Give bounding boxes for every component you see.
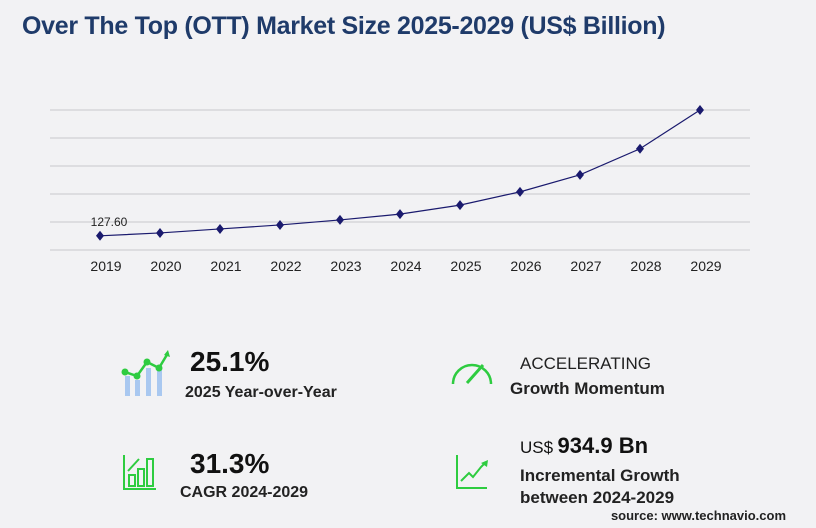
yoy-value: 25.1% <box>190 346 270 377</box>
data-point-2021 <box>216 223 224 234</box>
data-point-2022 <box>276 219 284 230</box>
x-tick-label: 2023 <box>330 258 361 274</box>
x-tick-label: 2025 <box>450 258 481 274</box>
data-point-2029 <box>696 105 704 115</box>
chart-title: Over The Top (OTT) Market Size 2025-2029… <box>22 12 666 40</box>
x-tick-label: 2020 <box>150 258 181 274</box>
data-point-2026 <box>516 186 524 197</box>
x-tick-label: 2029 <box>690 258 721 274</box>
bar-trend-icon <box>121 350 170 396</box>
growth-chart-icon <box>123 455 156 490</box>
incremental-value: US$ 934.9 Bn <box>520 433 648 459</box>
cagr-value: 31.3% <box>190 448 270 479</box>
momentum-label: Growth Momentum <box>510 379 665 398</box>
x-tick-label: 2027 <box>570 258 601 274</box>
source-note: source: www.technavio.com <box>610 508 786 523</box>
data-point-2028 <box>636 143 644 154</box>
x-tick-label: 2022 <box>270 258 301 274</box>
data-point-2019 <box>96 230 104 241</box>
incremental-amount: 934.9 Bn <box>557 433 649 458</box>
data-label: 127.60 <box>91 215 128 229</box>
line-growth-icon <box>456 455 488 489</box>
x-tick-label: 2019 <box>90 258 121 274</box>
incremental-label-1: Incremental Growth <box>520 466 680 485</box>
cagr-label: CAGR 2024-2029 <box>180 484 309 501</box>
incremental-label-2: between 2024-2029 <box>520 488 675 507</box>
data-point-2020 <box>156 227 164 238</box>
data-point-2027 <box>576 169 584 180</box>
data-point-2023 <box>336 214 344 225</box>
data-point-2024 <box>396 209 404 220</box>
yoy-label: 2025 Year-over-Year <box>185 384 337 401</box>
x-tick-label: 2028 <box>630 258 661 274</box>
x-tick-label: 2021 <box>210 258 241 274</box>
x-tick-label: 2026 <box>510 258 541 274</box>
momentum-value: ACCELERATING <box>520 354 651 373</box>
data-point-2025 <box>456 200 464 211</box>
speedometer-icon <box>451 363 493 385</box>
line-chart: 2019 2020 2021 2022 2023 2024 2025 2026 2027 2028… <box>50 105 750 274</box>
currency-prefix: US$ <box>520 438 554 457</box>
x-tick-label: 2024 <box>390 258 421 274</box>
